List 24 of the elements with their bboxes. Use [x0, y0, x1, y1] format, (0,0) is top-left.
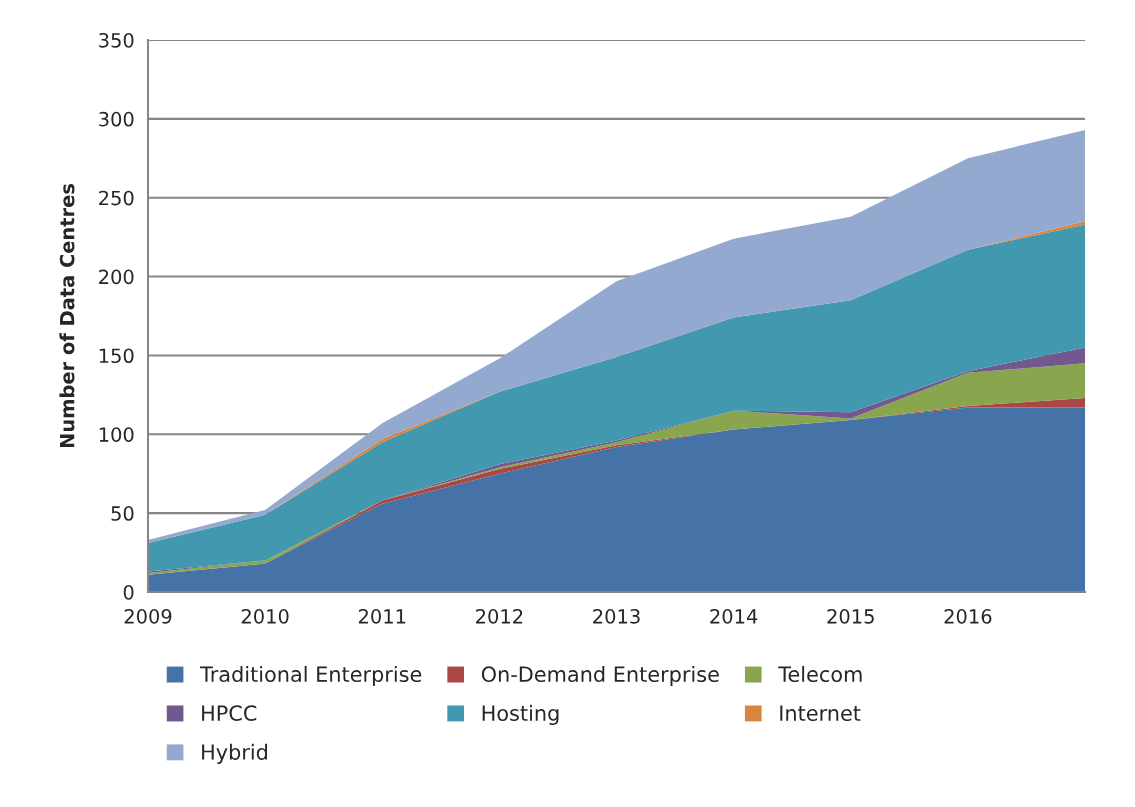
legend-label: Telecom: [778, 665, 862, 683]
legend-label: HPCC: [202, 705, 257, 721]
legend-label: Hybrid: [202, 743, 267, 764]
y-tick-label: 0: [123, 584, 134, 600]
legend-label: Hosting: [482, 704, 559, 726]
x-tick-label: 2010: [241, 609, 289, 624]
legend-label: Internet: [780, 705, 861, 721]
x-tick-label: 2011: [358, 609, 406, 624]
y-tick-label: 300: [99, 111, 134, 127]
x-tick-label: 2009: [124, 609, 172, 624]
legend-label: Traditional Enterprise: [200, 665, 422, 687]
y-tick-label: 250: [99, 190, 134, 206]
y-tick-label: 200: [99, 269, 134, 285]
x-tick-label: 2013: [593, 609, 640, 624]
legend-label: On-Demand Enterprise: [481, 665, 719, 687]
y-tick-label: 50: [111, 506, 134, 521]
x-tick-label: 2015: [827, 609, 874, 624]
x-tick-label: 2012: [476, 609, 523, 624]
y-tick-label: 350: [99, 32, 134, 48]
y-axis-title: Number of Data Centres: [59, 184, 75, 448]
y-tick-label: 150: [99, 348, 134, 364]
x-tick-label: 2016: [944, 609, 992, 624]
x-tick-label: 2014: [710, 609, 758, 624]
y-tick-label: 100: [99, 427, 134, 442]
